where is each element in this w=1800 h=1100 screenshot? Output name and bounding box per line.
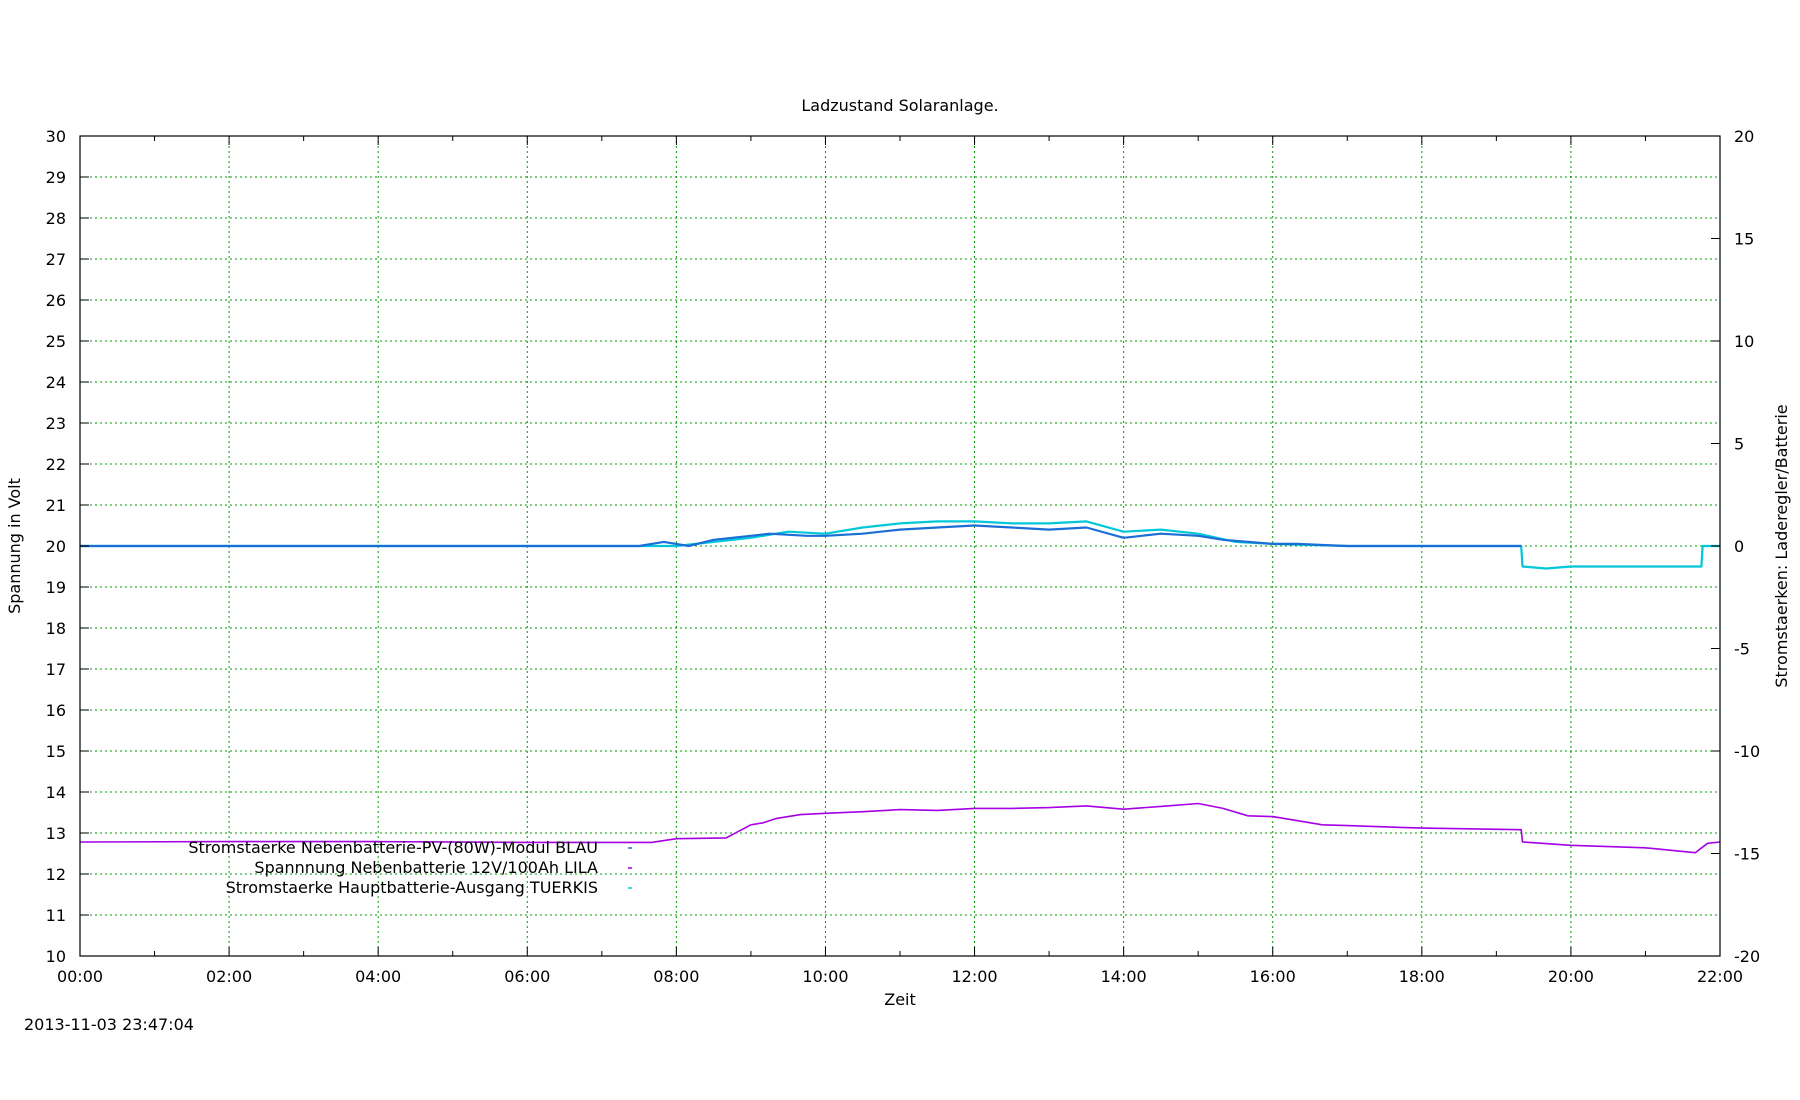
x-tick-label: 08:00 xyxy=(653,967,699,986)
y-tick-label: 22 xyxy=(46,455,66,474)
y-tick-label: 15 xyxy=(46,742,66,761)
y2-tick-label: -10 xyxy=(1734,742,1760,761)
y-tick-label: 28 xyxy=(46,209,66,228)
x-tick-label: 02:00 xyxy=(206,967,252,986)
y-tick-label: 23 xyxy=(46,414,66,433)
x-tick-label: 00:00 xyxy=(57,967,103,986)
y-tick-label: 12 xyxy=(46,865,66,884)
y2-tick-label: 0 xyxy=(1734,537,1744,556)
y-tick-label: 26 xyxy=(46,291,66,310)
y2-tick-label: 10 xyxy=(1734,332,1754,351)
y-tick-label: 25 xyxy=(46,332,66,351)
series-line-3 xyxy=(80,520,1720,570)
y-tick-label: 11 xyxy=(46,906,66,925)
y2-tick-label: -5 xyxy=(1734,640,1750,659)
series-line-1 xyxy=(80,524,1522,548)
y-tick-label: 17 xyxy=(46,660,66,679)
x-tick-label: 18:00 xyxy=(1399,967,1445,986)
y-tick-label: 13 xyxy=(46,824,66,843)
y-tick-label: 16 xyxy=(46,701,66,720)
x-tick-label: 10:00 xyxy=(802,967,848,986)
y-tick-label: 27 xyxy=(46,250,66,269)
x-tick-label: 04:00 xyxy=(355,967,401,986)
x-tick-label: 06:00 xyxy=(504,967,550,986)
y-tick-label: 18 xyxy=(46,619,66,638)
y2-tick-label: -20 xyxy=(1734,947,1760,966)
legend: Stromstaerke Nebenbatterie-PV-(80W)-Modu… xyxy=(188,838,632,897)
x-tick-label: 16:00 xyxy=(1250,967,1296,986)
y-tick-label: 29 xyxy=(46,168,66,187)
y2-tick-label: 15 xyxy=(1734,230,1754,249)
legend-label: Stromstaerke Hauptbatterie-Ausgang TUERK… xyxy=(226,878,598,897)
y-tick-label: 21 xyxy=(46,496,66,515)
x-axis-label: Zeit xyxy=(884,990,916,1009)
chart-title: Ladzustand Solaranlage. xyxy=(801,96,998,115)
y-axis-label: Spannung in Volt xyxy=(5,478,24,614)
y2-tick-label: 5 xyxy=(1734,435,1744,454)
legend-label: Spannnung Nebenbatterie 12V/100Ah LILA xyxy=(254,858,598,877)
timestamp: 2013-11-03 23:47:04 xyxy=(24,1015,194,1034)
x-tick-label: 22:00 xyxy=(1697,967,1743,986)
x-tick-label: 14:00 xyxy=(1101,967,1147,986)
y-tick-label: 30 xyxy=(46,127,66,146)
axes: 10 11 12 13 14 15 16 17 18 19 20 21 22 23 24 25 26 27 28 29… xyxy=(46,127,1761,986)
y-tick-label: 19 xyxy=(46,578,66,597)
x-tick-label: 20:00 xyxy=(1548,967,1594,986)
x-tick-label: 12:00 xyxy=(951,967,997,986)
y-tick-label: 10 xyxy=(46,947,66,966)
series-line-2 xyxy=(79,802,1721,854)
legend-label: Stromstaerke Nebenbatterie-PV-(80W)-Modu… xyxy=(188,838,598,857)
y-tick-label: 24 xyxy=(46,373,66,392)
y-tick-label: 20 xyxy=(46,537,66,556)
y-tick-label: 14 xyxy=(46,783,66,802)
series-layer xyxy=(79,520,1721,854)
y2-tick-label: -15 xyxy=(1734,845,1760,864)
y2-axis-label: Stromstaerken: Laderegler/Batterie xyxy=(1772,404,1791,687)
y2-tick-label: 20 xyxy=(1734,127,1754,146)
